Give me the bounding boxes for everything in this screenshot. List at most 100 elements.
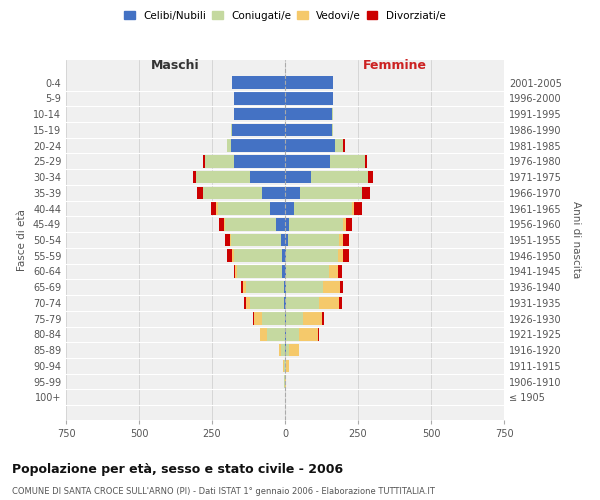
Bar: [225, 234, 230, 246]
Bar: [285, 250, 286, 262]
Bar: [224, 218, 225, 230]
Text: COMUNE DI SANTA CROCE SULL'ARNO (PI) - Dati ISTAT 1° gennaio 2006 - Elaborazione: COMUNE DI SANTA CROCE SULL'ARNO (PI) - D…: [12, 488, 435, 496]
Bar: [231, 124, 232, 136]
Bar: [237, 265, 282, 278]
Bar: [323, 281, 340, 293]
Bar: [343, 250, 349, 262]
Bar: [285, 124, 332, 136]
Bar: [281, 234, 285, 246]
Bar: [241, 281, 242, 293]
Bar: [311, 171, 368, 183]
Bar: [335, 140, 343, 152]
Bar: [286, 296, 319, 309]
Text: Maschi: Maschi: [151, 58, 200, 71]
Bar: [343, 140, 345, 152]
Legend: Celibi/Nubili, Coniugati/e, Vedovi/e, Divorziati/e: Celibi/Nubili, Coniugati/e, Vedovi/e, Di…: [121, 8, 449, 24]
Bar: [340, 281, 343, 293]
Bar: [286, 265, 329, 278]
Y-axis label: Fasce di età: Fasce di età: [17, 209, 27, 271]
Bar: [343, 234, 349, 246]
Bar: [218, 202, 271, 215]
Bar: [254, 312, 262, 325]
Bar: [288, 234, 339, 246]
Bar: [193, 171, 196, 183]
Bar: [279, 344, 281, 356]
Bar: [284, 360, 285, 372]
Bar: [268, 328, 285, 340]
Bar: [250, 171, 285, 183]
Bar: [244, 296, 245, 309]
Bar: [231, 140, 285, 152]
Bar: [339, 296, 342, 309]
Bar: [234, 92, 285, 104]
Bar: [368, 171, 373, 183]
Bar: [235, 265, 237, 278]
Bar: [285, 171, 311, 183]
Bar: [318, 328, 319, 340]
Bar: [352, 202, 353, 215]
Bar: [285, 108, 332, 120]
Text: Popolazione per età, sesso e stato civile - 2006: Popolazione per età, sesso e stato civil…: [12, 462, 343, 475]
Bar: [281, 344, 285, 356]
Bar: [245, 296, 250, 309]
Bar: [285, 265, 286, 278]
Bar: [284, 281, 285, 293]
Bar: [232, 76, 285, 89]
Bar: [289, 218, 343, 230]
Bar: [285, 155, 330, 168]
Bar: [197, 186, 203, 199]
Text: Femmine: Femmine: [362, 58, 427, 71]
Bar: [262, 186, 285, 199]
Bar: [276, 218, 285, 230]
Y-axis label: Anni di nascita: Anni di nascita: [571, 202, 581, 278]
Bar: [234, 155, 285, 168]
Bar: [203, 155, 205, 168]
Bar: [294, 202, 352, 215]
Bar: [211, 202, 217, 215]
Bar: [231, 234, 281, 246]
Bar: [303, 312, 322, 325]
Bar: [271, 202, 285, 215]
Bar: [285, 92, 333, 104]
Bar: [362, 186, 370, 199]
Bar: [285, 218, 289, 230]
Bar: [262, 312, 285, 325]
Bar: [227, 250, 232, 262]
Bar: [332, 124, 333, 136]
Bar: [242, 281, 245, 293]
Bar: [234, 108, 285, 120]
Bar: [365, 155, 367, 168]
Bar: [260, 328, 268, 340]
Bar: [286, 312, 303, 325]
Bar: [217, 202, 218, 215]
Bar: [286, 360, 289, 372]
Bar: [285, 140, 335, 152]
Bar: [338, 265, 342, 278]
Bar: [284, 296, 285, 309]
Bar: [330, 155, 365, 168]
Bar: [285, 376, 286, 388]
Bar: [282, 250, 285, 262]
Bar: [338, 250, 343, 262]
Bar: [282, 265, 285, 278]
Bar: [346, 218, 352, 230]
Bar: [227, 140, 231, 152]
Bar: [234, 250, 282, 262]
Bar: [196, 171, 250, 183]
Bar: [299, 328, 318, 340]
Bar: [285, 202, 294, 215]
Bar: [285, 281, 286, 293]
Bar: [250, 296, 284, 309]
Bar: [332, 108, 333, 120]
Bar: [285, 186, 299, 199]
Bar: [253, 312, 254, 325]
Bar: [205, 155, 234, 168]
Bar: [285, 296, 286, 309]
Bar: [286, 344, 289, 356]
Bar: [220, 218, 224, 230]
Bar: [285, 234, 288, 246]
Bar: [230, 234, 231, 246]
Bar: [286, 328, 299, 340]
Bar: [286, 250, 338, 262]
Bar: [322, 312, 323, 325]
